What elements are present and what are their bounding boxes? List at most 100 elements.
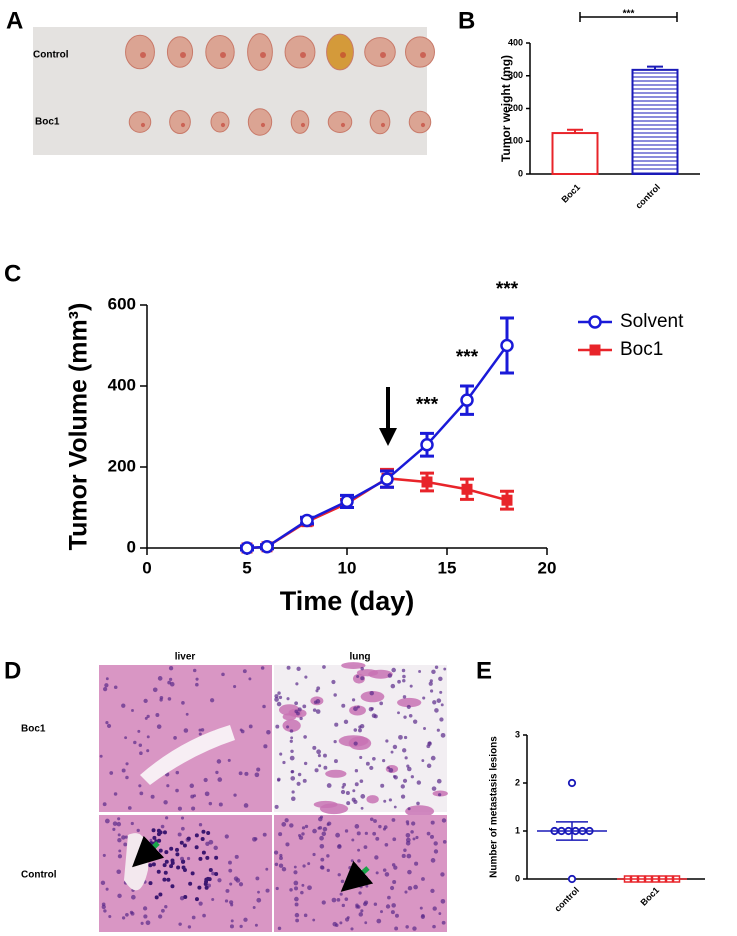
nucleus bbox=[326, 854, 330, 858]
nucleus bbox=[312, 852, 316, 857]
nucleus bbox=[358, 891, 362, 895]
nucleus bbox=[289, 888, 293, 892]
nucleus bbox=[346, 801, 351, 806]
nucleus bbox=[356, 881, 360, 885]
nucleus bbox=[351, 797, 356, 802]
nucleus bbox=[277, 778, 280, 782]
nucleus bbox=[378, 824, 382, 829]
nucleus bbox=[412, 926, 417, 931]
nucleus bbox=[380, 910, 383, 914]
nucleus bbox=[274, 804, 279, 809]
nucleus bbox=[273, 850, 279, 855]
green-arrow bbox=[132, 835, 165, 868]
nucleus bbox=[302, 864, 306, 868]
nucleus bbox=[266, 729, 271, 735]
significance-label: *** bbox=[456, 347, 479, 368]
nucleus bbox=[256, 767, 261, 772]
nucleus bbox=[163, 800, 168, 805]
nucleus bbox=[289, 729, 294, 733]
infiltrate bbox=[207, 877, 212, 882]
nucleus bbox=[321, 900, 326, 905]
nucleus bbox=[294, 709, 299, 714]
infiltrate bbox=[206, 830, 211, 835]
nucleus bbox=[351, 838, 355, 842]
infiltrate bbox=[205, 855, 210, 860]
nucleus bbox=[260, 666, 265, 670]
x-tick-label: 0 bbox=[142, 558, 151, 577]
error-bar bbox=[567, 128, 583, 134]
tumor bbox=[166, 36, 194, 68]
tumor-spot bbox=[220, 52, 226, 58]
nucleus bbox=[326, 783, 332, 788]
row-label: Boc1 bbox=[21, 724, 46, 735]
nucleus bbox=[380, 783, 385, 788]
nucleus bbox=[322, 826, 328, 832]
tumor-spot bbox=[260, 122, 266, 128]
y-tick-label: 200 bbox=[108, 456, 136, 475]
nucleus bbox=[315, 709, 321, 714]
column-label: lung bbox=[349, 652, 370, 663]
nucleus bbox=[198, 728, 202, 732]
y-tick-label: 600 bbox=[108, 294, 136, 313]
nucleus bbox=[152, 687, 158, 693]
error-bar bbox=[556, 821, 588, 841]
nucleus bbox=[357, 859, 361, 863]
nucleus bbox=[350, 859, 354, 863]
nucleus bbox=[430, 820, 435, 825]
nucleus bbox=[412, 719, 418, 724]
nucleus bbox=[317, 754, 321, 758]
row-label: Control bbox=[21, 870, 57, 881]
nucleus bbox=[411, 821, 416, 826]
nucleus bbox=[436, 698, 442, 703]
nucleus bbox=[351, 698, 356, 702]
nucleus bbox=[312, 828, 317, 834]
nucleus bbox=[408, 713, 413, 718]
nucleus bbox=[420, 914, 425, 920]
nucleus bbox=[360, 666, 364, 671]
green-arrow bbox=[340, 860, 374, 892]
nucleus bbox=[394, 913, 399, 918]
infiltrate bbox=[183, 894, 188, 899]
tumor bbox=[128, 111, 152, 133]
nucleus bbox=[354, 824, 360, 829]
legend-label: Boc1 bbox=[620, 339, 663, 360]
vessel bbox=[140, 725, 235, 785]
infiltrate bbox=[151, 828, 156, 833]
nucleus bbox=[173, 736, 177, 740]
nucleus bbox=[209, 698, 215, 703]
nucleus bbox=[277, 926, 282, 931]
tissue bbox=[325, 769, 347, 778]
x-tick-label: 15 bbox=[438, 558, 457, 577]
infiltrate bbox=[194, 833, 199, 838]
nucleus bbox=[318, 764, 322, 768]
point bbox=[260, 540, 274, 554]
point bbox=[567, 874, 577, 884]
nucleus bbox=[202, 913, 206, 918]
x-axis-label: Time (day) bbox=[280, 586, 415, 616]
nucleus bbox=[158, 914, 163, 919]
tissue bbox=[366, 795, 379, 804]
nucleus bbox=[353, 706, 358, 712]
point bbox=[501, 494, 513, 506]
nucleus bbox=[382, 868, 387, 872]
nucleus bbox=[213, 845, 218, 851]
nucleus bbox=[124, 736, 128, 740]
tumor bbox=[364, 37, 396, 67]
nucleus bbox=[117, 893, 122, 899]
nucleus bbox=[224, 834, 229, 839]
nucleus bbox=[146, 749, 150, 753]
nucleus bbox=[382, 759, 386, 763]
infiltrate bbox=[176, 865, 181, 870]
nucleus bbox=[390, 750, 394, 754]
nucleus bbox=[402, 674, 406, 679]
nucleus bbox=[175, 788, 179, 793]
tumor-spot bbox=[180, 52, 186, 58]
nucleus bbox=[279, 856, 283, 861]
nucleus bbox=[156, 724, 162, 729]
nucleus bbox=[384, 842, 389, 847]
error-bar bbox=[647, 65, 663, 70]
nucleus bbox=[295, 682, 299, 686]
nucleus bbox=[316, 749, 322, 755]
nucleus bbox=[291, 790, 295, 794]
point bbox=[461, 483, 473, 495]
